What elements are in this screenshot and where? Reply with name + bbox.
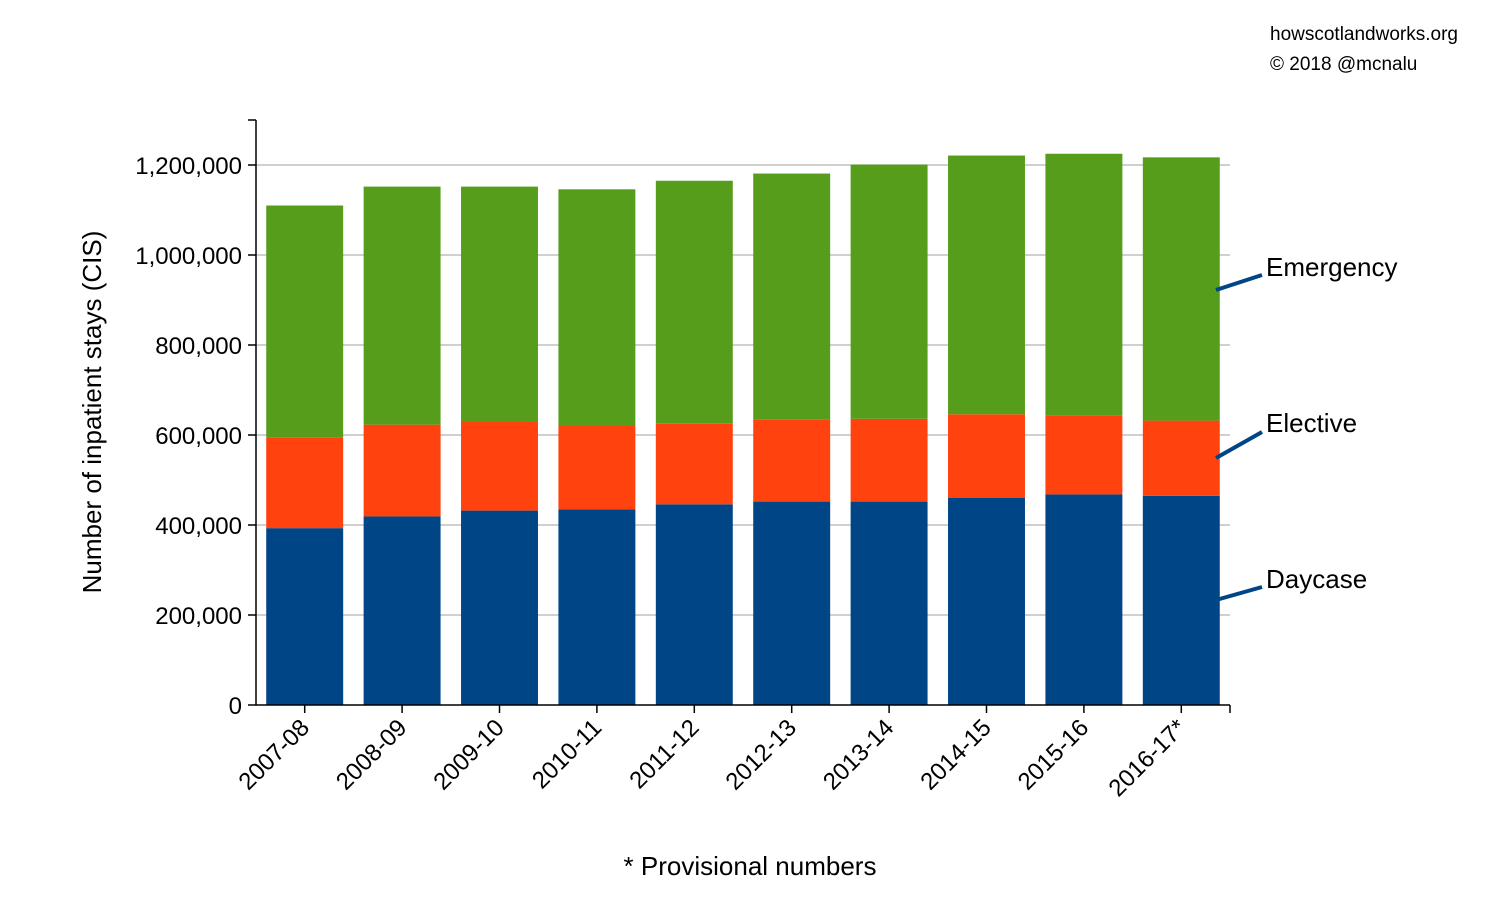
x-tick-label: 2009-10 bbox=[428, 714, 509, 795]
y-tick-label: 200,000 bbox=[155, 603, 242, 630]
x-tick-label: 2008-09 bbox=[331, 714, 412, 795]
series-label-emergency: Emergency bbox=[1266, 252, 1398, 282]
bar-daycase-2015-16 bbox=[1045, 494, 1123, 705]
bar-emergency-2013-14 bbox=[850, 164, 928, 419]
bar-daycase-2012-13 bbox=[753, 501, 831, 705]
y-axis-title: Number of inpatient stays (CIS) bbox=[77, 231, 107, 594]
x-tick-label: 2015-16 bbox=[1013, 714, 1094, 795]
bar-daycase-2014-15 bbox=[948, 498, 1025, 705]
series-label-elective: Elective bbox=[1266, 408, 1357, 438]
bar-emergency-2016-17 bbox=[1142, 157, 1220, 421]
y-tick-label: 400,000 bbox=[155, 513, 242, 540]
bar-elective-2016-17 bbox=[1142, 420, 1220, 496]
bar-emergency-2014-15 bbox=[948, 155, 1025, 415]
series-labels: Daycase Elective Emergency bbox=[1215, 252, 1398, 602]
leader-line-elective bbox=[1215, 430, 1263, 460]
bar-elective-2007-08 bbox=[266, 437, 344, 529]
bar-daycase-2013-14 bbox=[850, 501, 928, 705]
bar-emergency-2009-10 bbox=[461, 186, 538, 422]
x-tick-label: 2012-13 bbox=[721, 714, 802, 795]
footnote: * Provisional numbers bbox=[624, 851, 877, 881]
bar-daycase-2011-12 bbox=[655, 504, 733, 705]
series-label-daycase: Daycase bbox=[1266, 564, 1367, 594]
bar-daycase-2008-09 bbox=[363, 516, 441, 705]
bar-elective-2010-11 bbox=[558, 426, 636, 510]
credit-copyright: © 2018 @mcnalu bbox=[1270, 54, 1417, 75]
bar-emergency-2008-09 bbox=[363, 186, 441, 425]
y-tick-label: 600,000 bbox=[155, 423, 242, 450]
bar-emergency-2015-16 bbox=[1045, 153, 1123, 416]
y-tick-label: 0 bbox=[229, 693, 242, 720]
bar-elective-2013-14 bbox=[850, 418, 928, 502]
bar-daycase-2007-08 bbox=[266, 528, 344, 705]
bar-elective-2008-09 bbox=[363, 424, 441, 517]
x-tick-label: 2010-11 bbox=[527, 714, 607, 794]
leader-line-daycase bbox=[1215, 585, 1263, 602]
y-tick-label: 1,200,000 bbox=[135, 153, 242, 180]
x-tick-label: 2013-14 bbox=[818, 714, 899, 795]
bar-elective-2014-15 bbox=[948, 414, 1025, 498]
x-tick-label: 2016-17* bbox=[1104, 714, 1192, 802]
bar-elective-2015-16 bbox=[1045, 415, 1123, 495]
bar-emergency-2010-11 bbox=[558, 189, 636, 426]
y-tick-label: 1,000,000 bbox=[135, 243, 242, 270]
bar-elective-2009-10 bbox=[461, 421, 538, 511]
x-tick-label: 2007-08 bbox=[234, 714, 315, 795]
y-tick-label: 800,000 bbox=[155, 333, 242, 360]
x-tick-label: 2011-12 bbox=[624, 714, 704, 794]
bar-daycase-2016-17 bbox=[1142, 495, 1220, 705]
bar-emergency-2007-08 bbox=[266, 205, 344, 438]
bar-emergency-2011-12 bbox=[655, 180, 733, 424]
bar-daycase-2009-10 bbox=[461, 510, 538, 705]
leader-line-emergency bbox=[1215, 273, 1263, 292]
bars bbox=[266, 153, 1220, 705]
bar-emergency-2012-13 bbox=[753, 173, 831, 420]
bar-elective-2011-12 bbox=[655, 423, 733, 505]
x-tick-label: 2014-15 bbox=[915, 714, 996, 795]
bar-elective-2012-13 bbox=[753, 419, 831, 502]
bar-daycase-2010-11 bbox=[558, 509, 636, 705]
credit-site: howscotlandworks.org bbox=[1270, 24, 1458, 45]
